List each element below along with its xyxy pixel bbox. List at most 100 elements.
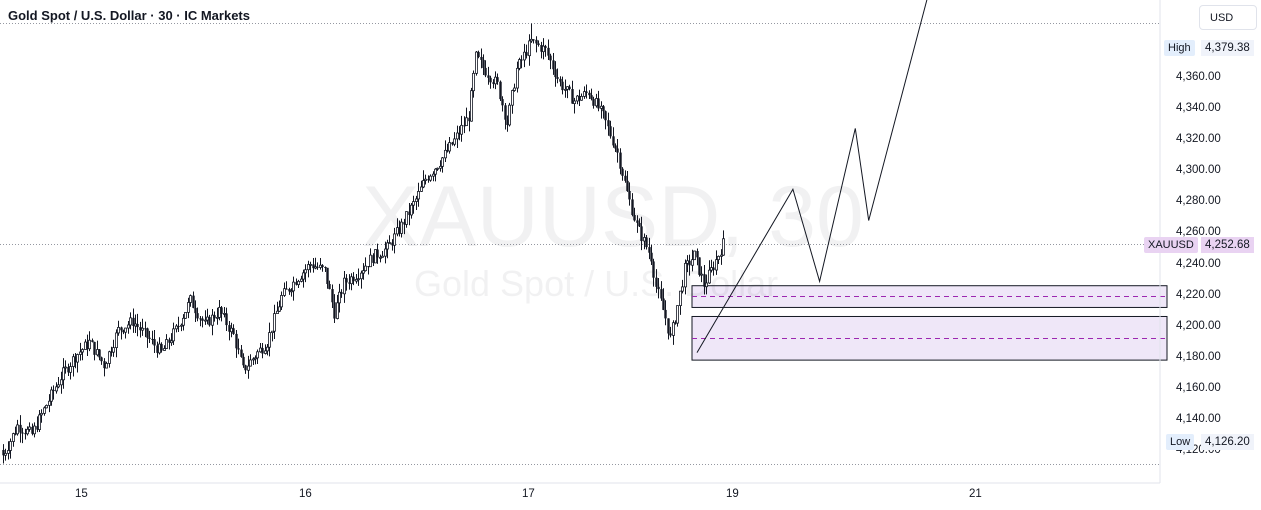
candle-body-up: [444, 149, 447, 159]
candle-body-down: [21, 432, 24, 434]
candle-body-down: [480, 56, 483, 60]
candle-body-up: [434, 168, 437, 175]
candle-body-up: [184, 312, 187, 319]
candle-body-up: [304, 269, 307, 274]
candle-body-down: [232, 328, 235, 334]
candle-body-down: [568, 86, 571, 90]
candle-body-up: [266, 346, 269, 352]
candle-body-up: [4, 452, 7, 456]
price-tick: 4,320.00: [1176, 133, 1221, 145]
candle-body-down: [372, 255, 375, 263]
candle-body-up: [55, 386, 58, 392]
candle-body-up: [400, 221, 403, 234]
candle-body-up: [364, 265, 367, 272]
price-tick: 4,300.00: [1176, 164, 1221, 176]
projection-path: [696, 0, 928, 353]
candle-body-up: [112, 347, 115, 353]
candle-body-up: [189, 295, 192, 303]
high-label: High: [1164, 40, 1195, 56]
price-tick: 4,360.00: [1176, 71, 1221, 83]
candle-body-down: [151, 338, 154, 340]
candle-body-up: [417, 191, 420, 200]
candle-body-down: [506, 119, 509, 125]
candle-body-down: [463, 125, 466, 127]
candle-body-up: [388, 242, 391, 244]
candle-body-up: [280, 295, 283, 308]
candle-body-up: [530, 38, 533, 42]
price-tick: 4,280.00: [1176, 195, 1221, 207]
candle-body-down: [177, 326, 180, 328]
candle-body-down: [19, 424, 22, 433]
candle-body-up: [40, 412, 43, 416]
candle-body-up: [33, 425, 36, 435]
candle-body-down: [489, 77, 492, 83]
price-tick: 4,240.00: [1176, 258, 1221, 270]
candle-body-up: [516, 67, 519, 89]
candle-body-up: [472, 72, 475, 92]
candle-body-down: [648, 247, 651, 253]
price-tick: 4,200.00: [1176, 320, 1221, 332]
high-price-box: 4,379.38: [1201, 40, 1254, 56]
candle-body-down: [98, 349, 101, 358]
currency-button[interactable]: USD: [1199, 5, 1257, 30]
candle-body-down: [52, 389, 55, 391]
candle-body-up: [415, 198, 418, 202]
candle-body-down: [645, 237, 648, 248]
candle-body-down: [110, 351, 113, 353]
candle-body-up: [216, 316, 219, 319]
candle-body-up: [381, 255, 384, 258]
candle-body-up: [693, 250, 696, 261]
candle-body-up: [302, 272, 305, 280]
candle-body-down: [554, 69, 557, 78]
candle-body-down: [655, 277, 658, 287]
time-tick: 17: [522, 488, 535, 500]
candle-body-down: [192, 295, 195, 308]
candle-body-down: [136, 323, 139, 328]
chart-title[interactable]: Gold Spot / U.S. Dollar · 30 · IC Market…: [8, 8, 250, 23]
candle-body-down: [652, 261, 655, 278]
candle-body-up: [384, 248, 387, 257]
candle-body-up: [223, 313, 226, 315]
candle-body-down: [146, 328, 149, 338]
candle-body-up: [357, 278, 360, 281]
candle-body-up: [448, 142, 451, 152]
candle-body-up: [84, 341, 87, 350]
candle-body-up: [705, 282, 708, 288]
candle-body-down: [316, 266, 319, 268]
candle-body-down: [403, 222, 406, 225]
candle-body-up: [115, 332, 118, 349]
candle-body-down: [333, 302, 336, 319]
candle-body-down: [36, 426, 39, 430]
candle-body-down: [446, 150, 449, 152]
candle-body-up: [412, 201, 415, 206]
candle-body-down: [619, 152, 622, 169]
candle-body-up: [158, 343, 161, 354]
candle-body-up: [283, 288, 286, 296]
candle-body-up: [252, 358, 255, 361]
candle-body-up: [163, 348, 166, 351]
price-tick: 4,220.00: [1176, 289, 1221, 301]
candle-body-up: [679, 290, 682, 306]
candle-body-down: [120, 327, 123, 331]
candle-body-down: [492, 82, 495, 84]
candle-body-up: [117, 327, 120, 334]
candle-body-up: [338, 291, 341, 304]
time-tick: 15: [75, 488, 88, 500]
candle-body-up: [50, 389, 53, 402]
candle-body-down: [537, 43, 540, 46]
candle-body-down: [607, 120, 610, 127]
candle-body-up: [7, 450, 10, 454]
candle-body-down: [367, 266, 370, 268]
candle-body-up: [48, 400, 51, 406]
candle-body-up: [405, 211, 408, 225]
candle-body-up: [62, 367, 65, 381]
candle-body-up: [170, 340, 173, 344]
candle-body-up: [127, 324, 130, 329]
candle-body-down: [242, 356, 245, 366]
candle-body-up: [420, 186, 423, 192]
candle-body-down: [148, 337, 151, 339]
candle-body-up: [134, 323, 137, 327]
candle-body-up: [16, 424, 19, 435]
candle-body-down: [588, 92, 591, 96]
